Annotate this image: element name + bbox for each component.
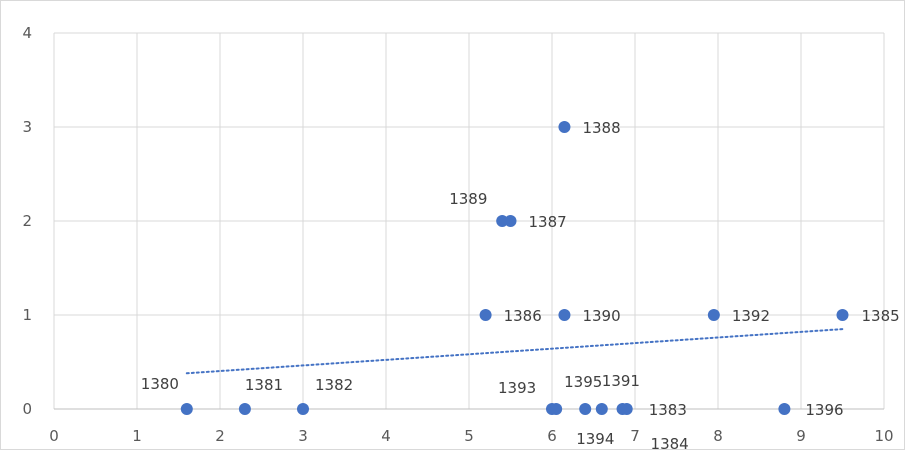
- data-point-1395: [550, 403, 563, 415]
- data-label-1391: 1391: [602, 372, 640, 390]
- y-axis-ticks: 0 1 2 3 4: [22, 24, 32, 418]
- data-point-1384: [616, 403, 629, 415]
- data-label-1395: 1395: [564, 373, 602, 391]
- data-label-1396: 1396: [805, 401, 843, 419]
- data-label-1394: 1394: [576, 430, 614, 448]
- data-point-1386: [479, 309, 492, 321]
- data-label-1385: 1385: [862, 307, 900, 325]
- y-tick-label: 0: [22, 400, 32, 418]
- data-label-1387: 1387: [529, 213, 567, 231]
- trendline-group: [185, 328, 844, 375]
- data-label-1381: 1381: [245, 376, 283, 394]
- data-label-1389: 1389: [449, 190, 487, 208]
- x-tick-label: 6: [547, 427, 557, 445]
- x-tick-label: 4: [381, 427, 391, 445]
- data-label-1393: 1393: [498, 379, 536, 397]
- data-point-1385: [836, 309, 849, 321]
- x-tick-label: 2: [215, 427, 225, 445]
- data-point-1388: [558, 121, 571, 133]
- x-tick-label: 3: [298, 427, 308, 445]
- data-points: [180, 121, 849, 415]
- data-point-1396: [778, 403, 791, 415]
- x-tick-label: 0: [49, 427, 59, 445]
- data-point-1389: [496, 215, 509, 227]
- data-point-1394: [579, 403, 592, 415]
- data-point-1382: [297, 403, 309, 415]
- y-tick-label: 2: [22, 212, 32, 230]
- data-label-1380: 1380: [141, 375, 179, 393]
- data-label-1383: 1383: [649, 401, 687, 419]
- data-labels: 1380 1381 1382 1383 1384 1385 1386 1387 1388 1389…: [141, 119, 900, 451]
- data-label-1392: 1392: [732, 307, 770, 325]
- x-tick-label: 10: [874, 427, 893, 445]
- x-tick-label: 5: [464, 427, 474, 445]
- x-tick-label: 8: [713, 427, 723, 445]
- gridlines: [53, 32, 885, 409]
- x-tick-label: 1: [132, 427, 142, 445]
- y-tick-label: 3: [22, 118, 32, 136]
- data-point-1381: [238, 403, 251, 415]
- x-axis-ticks: 0 1 2 3 4 5 6 7 8 9 10: [49, 427, 893, 445]
- data-point-1387: [504, 215, 517, 227]
- data-label-1386: 1386: [504, 307, 542, 325]
- trendline: [185, 328, 844, 375]
- data-point-1392: [707, 309, 720, 321]
- data-point-1391: [595, 403, 608, 415]
- x-tick-label: 7: [630, 427, 640, 445]
- data-label-1388: 1388: [582, 119, 620, 137]
- data-label-1382: 1382: [315, 376, 353, 394]
- y-tick-label: 1: [22, 306, 32, 324]
- y-tick-label: 4: [22, 24, 32, 42]
- x-tick-label: 9: [796, 427, 806, 445]
- data-label-1384: 1384: [651, 435, 689, 451]
- data-point-1390: [558, 309, 571, 321]
- data-label-1390: 1390: [582, 307, 620, 325]
- data-point-1380: [180, 403, 193, 415]
